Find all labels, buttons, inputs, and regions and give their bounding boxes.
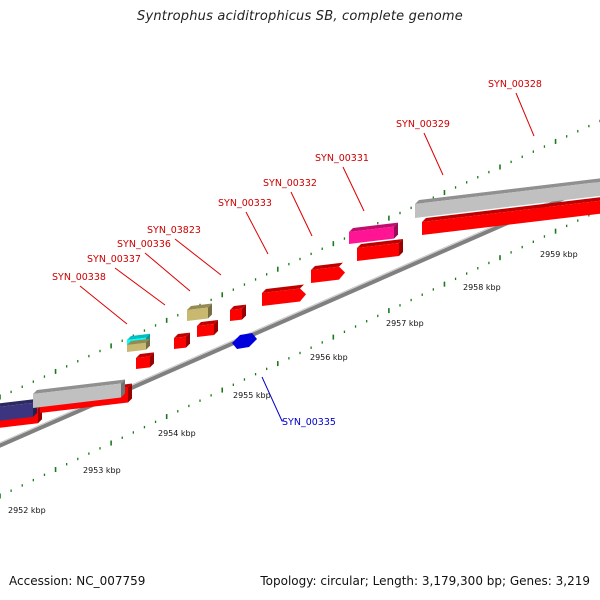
scale-label-2952-kbp: 2952 kbp	[8, 506, 46, 515]
map-title: Syntrophus aciditrophicus SB, complete g…	[137, 9, 463, 24]
block-top-face	[187, 303, 212, 310]
block-side-face	[146, 338, 150, 350]
scale-label-2956-kbp: 2956 kbp	[310, 353, 348, 362]
block-side-face	[121, 379, 125, 398]
arrow-top-face	[311, 262, 343, 270]
callout-line-SYN_00331	[342, 166, 365, 212]
gene-block-SYN_00328-region	[422, 197, 600, 235]
gene-block-SYN_00336	[174, 332, 190, 349]
block-front-face	[230, 308, 242, 321]
gene-label-SYN_00338: SYN_00338	[52, 272, 106, 283]
block-top-face	[0, 398, 37, 407]
gene-block-SYN_00337	[136, 352, 154, 369]
misc-feature-block-small	[127, 338, 150, 352]
block-side-face	[208, 303, 212, 319]
block-top-face	[33, 379, 125, 394]
callout-line-SYN_00335	[261, 376, 284, 422]
misc-feature-block	[187, 303, 212, 321]
block-top-face	[197, 319, 218, 326]
gene-label-SYN_00335: SYN_00335	[282, 417, 336, 428]
block-front-face	[415, 181, 600, 218]
scale-label-2955-kbp: 2955 kbp	[233, 391, 271, 400]
callout-line-SYN_00333	[245, 211, 269, 255]
scale-labels: 2952 kbp 2953 kbp 2954 kbp 2955 kbp 2956 kbp…	[8, 250, 578, 515]
block-top-face	[127, 338, 150, 345]
gene-features	[0, 178, 600, 428]
gene-block-SYN_03823	[197, 319, 218, 337]
block-top-face	[127, 333, 150, 340]
block-side-face	[399, 238, 403, 256]
rna-block-SYN_00331	[349, 222, 398, 244]
callout-line-SYN_00337	[114, 267, 166, 306]
scale-label-2954-kbp: 2954 kbp	[158, 429, 196, 438]
gene-label-SYN_00337: SYN_00337	[87, 254, 141, 265]
block-front-face	[127, 342, 146, 352]
tick-marks	[0, 119, 600, 499]
block-top-face	[136, 352, 154, 358]
gene-label-SYN_00331: SYN_00331	[315, 153, 369, 164]
scale-label-2958-kbp: 2958 kbp	[463, 283, 501, 292]
callout-line-SYN_00329	[423, 132, 444, 176]
gene-label-SYN_00336: SYN_00336	[117, 239, 171, 250]
gene-label-SYN_00332: SYN_00332	[263, 178, 317, 189]
callout-line-SYN_03823	[174, 238, 222, 276]
gene-callouts: SYN_00328 SYN_00329 SYN_00331 SYN_00332 SYN_…	[52, 79, 542, 428]
block-front-face	[187, 307, 208, 321]
scale-label-2959-kbp: 2959 kbp	[540, 250, 578, 259]
arrow-front-face	[311, 266, 345, 283]
callout-line-SYN_00328	[515, 92, 535, 137]
block-front-face	[174, 336, 186, 349]
block-front-face	[357, 242, 399, 261]
block-side-face	[186, 332, 190, 348]
scale-label-2953-kbp: 2953 kbp	[83, 466, 121, 475]
block-front-face	[33, 383, 121, 408]
block-top-face	[349, 222, 398, 232]
arrow-front-face	[262, 288, 306, 306]
block-side-face	[214, 319, 218, 335]
block-top-face	[174, 332, 190, 338]
block-side-face	[394, 222, 398, 239]
gene-arrow-SYN_00333	[262, 284, 306, 306]
gene-block-SYN_00331-lower	[357, 238, 403, 261]
pseudogene-block-left	[33, 379, 125, 408]
gene-label-SYN_03823: SYN_03823	[147, 225, 201, 236]
block-top-face	[415, 178, 600, 204]
gene-block-SYN_00335	[232, 333, 257, 349]
gene-arrow-SYN_00332	[311, 262, 345, 283]
block-side-face	[150, 352, 154, 368]
block-side-face	[128, 383, 132, 403]
callout-line-SYN_00336	[144, 252, 191, 292]
scale-label-2957-kbp: 2957 kbp	[386, 319, 424, 328]
block-top-face	[230, 304, 246, 310]
gene-block-small	[230, 304, 246, 321]
block-front-face	[197, 323, 214, 337]
block-top-face	[357, 238, 403, 248]
callout-line-SYN_00338	[79, 285, 128, 325]
gene-label-SYN_00333: SYN_00333	[218, 198, 272, 209]
block-front-face	[0, 402, 33, 421]
block-front-face	[349, 226, 394, 244]
callout-line-SYN_00332	[290, 191, 313, 237]
block-top-face	[422, 197, 600, 222]
block-front-face	[136, 356, 150, 369]
pseudogene-block-right	[415, 178, 600, 218]
block-front-face	[422, 200, 600, 235]
genome-summary-text: Topology: circular; Length: 3,179,300 bp…	[260, 574, 590, 588]
block-side-face	[242, 304, 246, 320]
gene-label-SYN_00329: SYN_00329	[396, 119, 450, 130]
accession-text: Accession: NC_007759	[9, 574, 146, 588]
gene-label-SYN_00328: SYN_00328	[488, 79, 542, 90]
arrow-top-face	[262, 284, 304, 293]
